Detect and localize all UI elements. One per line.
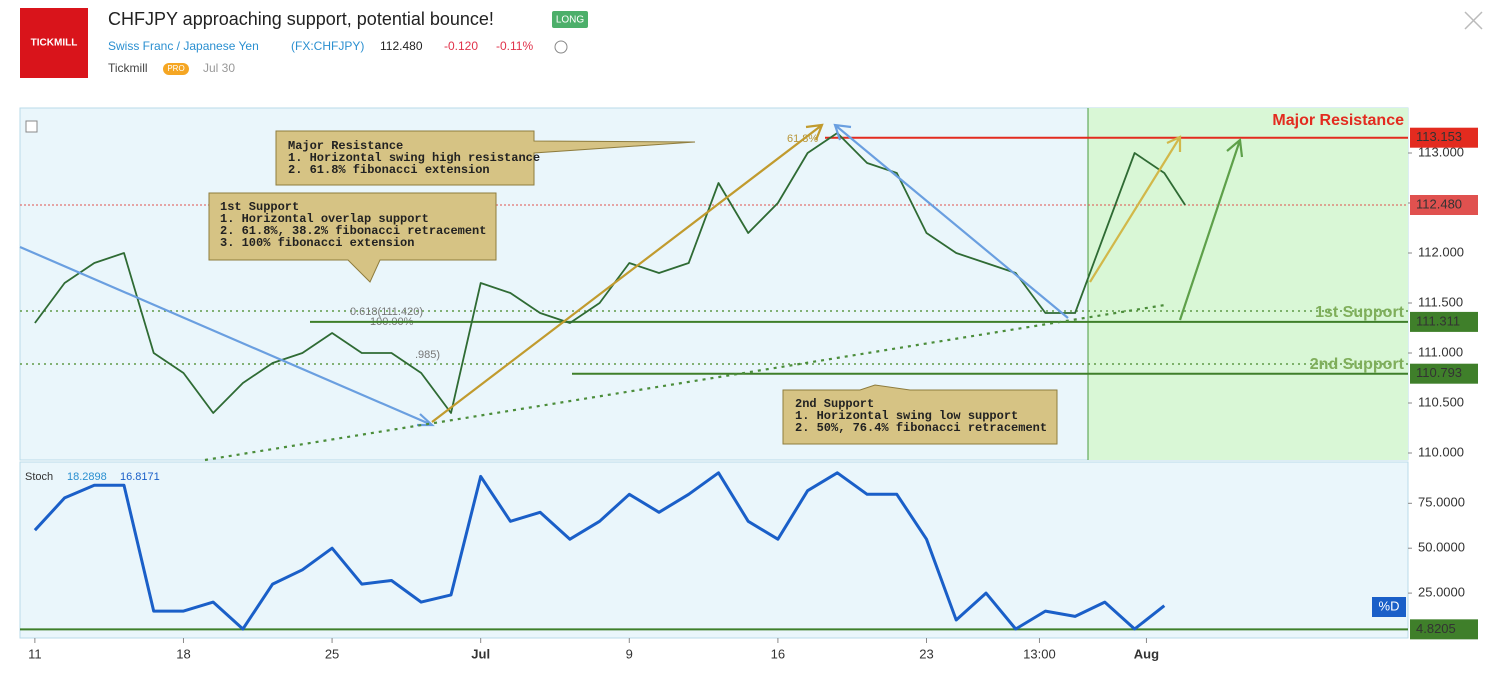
trend-arrow xyxy=(19,245,435,427)
change: -0.120 xyxy=(444,39,478,53)
trend-line xyxy=(204,303,1166,462)
badge xyxy=(552,11,588,28)
callout-text: 2. 61.8%, 38.2% fibonacci retracement xyxy=(220,224,486,238)
logo-text: TICKMILL xyxy=(31,38,78,49)
stoch-pane xyxy=(19,461,1409,639)
alarm-icon[interactable] xyxy=(554,40,568,54)
x-tick-label: 18 xyxy=(176,646,190,661)
title: CHFJPY approaching support, potential bo… xyxy=(108,9,494,29)
author-badge xyxy=(163,63,189,75)
date: Jul 30 xyxy=(203,61,235,75)
x-tick-label: 11 xyxy=(28,646,42,661)
stoch-level-tag xyxy=(1410,619,1478,640)
callouts xyxy=(208,130,1058,445)
callout-text: 1. Horizontal overlap support xyxy=(220,212,429,226)
x-tick-label: Jul xyxy=(471,646,490,661)
callout-text: 1. Horizontal swing low support xyxy=(795,409,1018,423)
x-tick-label: 23 xyxy=(919,646,933,661)
x-tick-label: 25 xyxy=(325,646,339,661)
logo xyxy=(20,8,88,78)
level-name: Major Resistance xyxy=(1272,112,1404,129)
fib-label: 0.618(111.420) xyxy=(350,306,423,318)
stoch-readout: 16.8171 xyxy=(120,471,160,483)
trend-arrow xyxy=(431,123,824,423)
symbol: (FX:CHFJPY) xyxy=(291,39,364,53)
stoch-level-label: 4.8205 xyxy=(1416,621,1456,636)
y-tick-label: 25.0000 xyxy=(1418,585,1465,600)
y-tick-label: 111.500 xyxy=(1418,294,1463,309)
y-tick-label: 112.000 xyxy=(1418,244,1464,259)
x-tick-label: 13:00 xyxy=(1023,646,1056,661)
y-tick-label: 75.0000 xyxy=(1418,495,1465,510)
y-tick-label: 110.500 xyxy=(1418,394,1464,409)
callout-text: 3. 100% fibonacci extension xyxy=(220,236,414,250)
trend-arrow xyxy=(833,123,1069,319)
projection-zone xyxy=(1088,108,1408,460)
level-name: 2nd Support xyxy=(1310,356,1405,373)
level-tag-label: 111.311 xyxy=(1416,313,1460,328)
badge-text: LONG xyxy=(556,15,585,26)
stoch-tag-label: %D xyxy=(1379,598,1400,613)
x-tick-label: Aug xyxy=(1134,646,1159,661)
callout-box xyxy=(208,192,497,283)
level-tag-label: 113.153 xyxy=(1416,129,1462,144)
change-pct: -0.11% xyxy=(496,39,533,53)
stoch-readout: 18.2898 xyxy=(67,471,107,483)
last-price-label: 112.480 xyxy=(1416,196,1462,211)
author: Tickmill xyxy=(108,61,148,75)
fib-label: .985) xyxy=(415,349,440,361)
series-line xyxy=(33,471,1166,631)
level-tag-label: 110.793 xyxy=(1416,365,1462,380)
callout-text: 2. 50%, 76.4% fibonacci retracement xyxy=(795,421,1047,435)
stoch-name: Stoch xyxy=(25,471,53,483)
callout-text: 2nd Support xyxy=(795,397,874,411)
callout-box xyxy=(275,130,696,186)
stoch-tag xyxy=(1372,597,1406,617)
projection-arrow xyxy=(1089,135,1182,283)
symbol-name: Swiss Franc / Japanese Yen xyxy=(108,39,259,53)
level-tag xyxy=(1410,311,1478,332)
callout-text: Major Resistance xyxy=(288,139,403,153)
callout-text: 2. 61.8% fibonacci extension xyxy=(288,163,490,177)
projection-arrow xyxy=(1178,137,1244,321)
callout-box xyxy=(782,384,1058,445)
level-name: 1st Support xyxy=(1315,304,1405,321)
x-tick-label: 16 xyxy=(771,646,785,661)
last-price-tag xyxy=(1410,195,1478,215)
drawings xyxy=(19,123,1244,462)
y-tick-label: 113.000 xyxy=(1418,144,1464,159)
author-badge-text: PRO xyxy=(167,64,184,73)
callout-text: 1st Support xyxy=(220,200,299,214)
price: 112.480 xyxy=(380,39,423,53)
callout-text: 1. Horizontal swing high resistance xyxy=(288,151,540,165)
y-tick-label: 111.000 xyxy=(1418,344,1463,359)
collapse-button[interactable] xyxy=(25,120,38,133)
y-tick-label: 50.0000 xyxy=(1418,540,1465,555)
close-button[interactable] xyxy=(1464,11,1483,30)
level-tag xyxy=(1410,363,1478,384)
level-tag xyxy=(1410,127,1478,148)
x-tick-label: 9 xyxy=(626,646,633,661)
y-tick-label: 110.000 xyxy=(1418,444,1464,459)
